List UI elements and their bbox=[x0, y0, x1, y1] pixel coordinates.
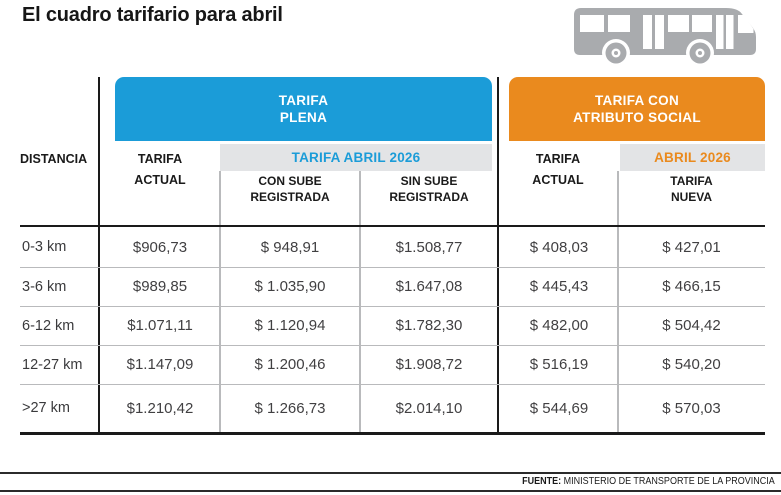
column-header-line: TARIFA bbox=[137, 152, 183, 166]
cell-distance: 0-3 km bbox=[22, 239, 67, 255]
column-header-line: SIN SUBE bbox=[400, 174, 458, 188]
cell-tarifa-nueva: $ 504,42 bbox=[662, 317, 721, 334]
table-row: 0-3 km $906,73 $ 948,91 $1.508,77 $ 408,… bbox=[20, 227, 765, 268]
column-header-line: ACTUAL bbox=[532, 173, 584, 187]
column-header-sin-sube: SIN SUBE REGISTRADA bbox=[360, 173, 498, 205]
column-divider bbox=[617, 171, 619, 432]
cell-tarifa-nueva: $ 466,15 bbox=[662, 278, 721, 295]
cell-social-actual: $ 482,00 bbox=[529, 317, 589, 334]
cell-distance: 6-12 km bbox=[22, 317, 75, 334]
cell-plena-actual: $906,73 bbox=[132, 238, 188, 256]
cell-sin-sube: $1.508,77 bbox=[395, 238, 463, 256]
table-top-rule bbox=[20, 225, 765, 227]
column-header-line: NUEVA bbox=[670, 190, 713, 204]
column-header-line: ACTUAL bbox=[134, 173, 186, 187]
group-header-label: TARIFA CON bbox=[595, 93, 679, 108]
table-row: >27 km $1.210,42 $ 1.266,73 $2.014,10 $ … bbox=[20, 384, 765, 432]
table-bottom-rule bbox=[20, 432, 765, 435]
subheader-band-tarifa-abril-2026: TARIFA ABRIL 2026 bbox=[220, 144, 492, 171]
table-row: 6-12 km $1.071,11 $ 1.120,94 $1.782,30 $… bbox=[20, 306, 765, 346]
cell-tarifa-nueva: $ 540,20 bbox=[662, 356, 721, 373]
vertical-rule bbox=[98, 77, 100, 434]
cell-plena-actual: $1.210,42 bbox=[126, 399, 194, 417]
cell-sin-sube: $1.647,08 bbox=[395, 278, 463, 295]
cell-distance: 12-27 km bbox=[22, 356, 83, 373]
group-header-atributo-social: TARIFA CON ATRIBUTO SOCIAL bbox=[509, 77, 765, 141]
cell-social-actual: $ 544,69 bbox=[529, 399, 589, 417]
column-header-con-sube: CON SUBE REGISTRADA bbox=[220, 173, 360, 205]
group-header-label: PLENA bbox=[279, 110, 328, 125]
footer-rule-bottom bbox=[0, 490, 781, 492]
column-header-line: TARIFA bbox=[670, 174, 713, 188]
column-header-tarifa-nueva: TARIFA NUEVA bbox=[618, 173, 765, 205]
source-credit: FUENTE: MINISTERIO DE TRANSPORTE DE LA P… bbox=[522, 476, 775, 487]
cell-sin-sube: $1.782,30 bbox=[395, 317, 463, 334]
cell-con-sube: $ 1.120,94 bbox=[254, 317, 326, 334]
column-header-line: TARIFA bbox=[535, 152, 581, 166]
cell-sin-sube: $2.014,10 bbox=[395, 399, 463, 417]
cell-con-sube: $ 1.200,46 bbox=[254, 356, 326, 373]
cell-tarifa-nueva: $ 427,01 bbox=[662, 238, 721, 256]
group-header-label: TARIFA bbox=[278, 93, 329, 108]
group-header-tarifa-plena: TARIFA PLENA bbox=[115, 77, 492, 141]
cell-con-sube: $ 1.035,90 bbox=[254, 278, 326, 295]
cell-plena-actual: $989,85 bbox=[132, 278, 188, 295]
cell-social-actual: $ 408,03 bbox=[529, 238, 589, 256]
column-header-distancia: DISTANCIA bbox=[20, 152, 88, 166]
source-text: MINISTERIO DE TRANSPORTE DE LA PROVINCIA bbox=[561, 476, 775, 487]
column-header-plena-tarifa-actual: TARIFA ACTUAL bbox=[100, 149, 220, 191]
table-row: 3-6 km $989,85 $ 1.035,90 $1.647,08 $ 44… bbox=[20, 267, 765, 307]
table-row: 12-27 km $1.147,09 $ 1.200,46 $1.908,72 … bbox=[20, 345, 765, 385]
group-header-label: ATRIBUTO SOCIAL bbox=[573, 110, 701, 125]
cell-con-sube: $ 948,91 bbox=[260, 238, 320, 256]
column-header-social-tarifa-actual: TARIFA ACTUAL bbox=[498, 149, 618, 191]
column-header-line: REGISTRADA bbox=[389, 190, 469, 204]
page-title: El cuadro tarifario para abril bbox=[22, 4, 283, 26]
cell-con-sube: $ 1.266,73 bbox=[254, 399, 326, 417]
cell-sin-sube: $1.908,72 bbox=[395, 356, 463, 373]
column-divider bbox=[219, 171, 221, 432]
cell-social-actual: $ 516,19 bbox=[529, 356, 589, 373]
bus-icon bbox=[574, 8, 756, 65]
footer-rule-top bbox=[0, 472, 781, 474]
cell-plena-actual: $1.071,11 bbox=[127, 317, 193, 334]
cell-plena-actual: $1.147,09 bbox=[126, 356, 194, 373]
column-header-line: REGISTRADA bbox=[250, 190, 330, 204]
cell-tarifa-nueva: $ 570,03 bbox=[662, 399, 721, 417]
source-label: FUENTE: bbox=[522, 476, 562, 487]
column-divider bbox=[359, 171, 361, 432]
vertical-rule bbox=[497, 77, 499, 434]
cell-social-actual: $ 445,43 bbox=[529, 278, 589, 295]
cell-distance: >27 km bbox=[22, 400, 70, 416]
column-header-line: CON SUBE bbox=[258, 174, 322, 188]
subheader-band-abril-2026: ABRIL 2026 bbox=[620, 144, 765, 171]
cell-distance: 3-6 km bbox=[22, 278, 67, 295]
